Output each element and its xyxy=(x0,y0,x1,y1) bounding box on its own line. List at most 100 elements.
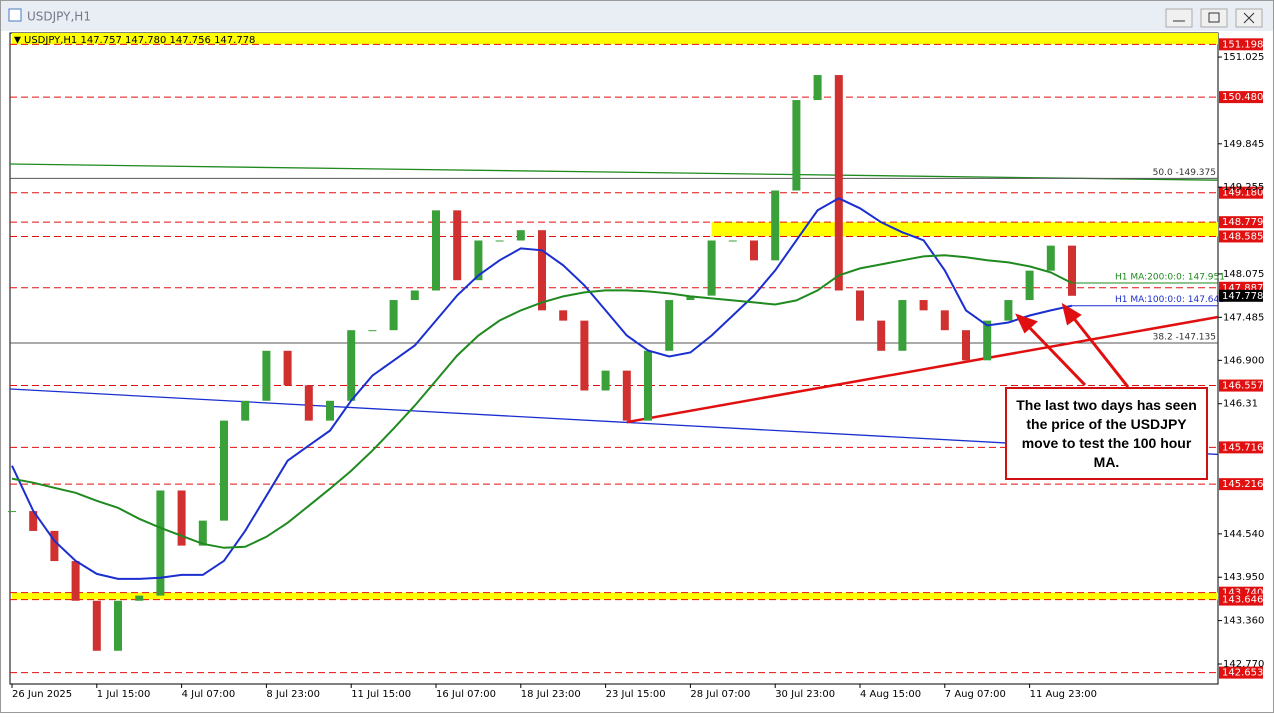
candle xyxy=(326,400,334,421)
candle xyxy=(644,350,652,421)
candle xyxy=(601,370,610,391)
level-tag xyxy=(1219,379,1263,392)
candle xyxy=(516,230,525,241)
candle xyxy=(983,320,992,361)
level-label: 145.716 xyxy=(1222,442,1263,453)
level-tag xyxy=(1219,666,1263,679)
candle xyxy=(834,75,843,291)
candle xyxy=(347,330,356,401)
candle xyxy=(877,320,886,351)
arrow xyxy=(1070,315,1130,388)
annotation: The last two days has seen the price of … xyxy=(1005,387,1208,480)
ma-line xyxy=(11,254,1073,549)
title-bar xyxy=(1,1,1273,31)
candle xyxy=(707,240,716,296)
level-label: 145.216 xyxy=(1222,479,1263,490)
level-label: 149.180 xyxy=(1222,188,1263,199)
level-tag xyxy=(1219,38,1263,51)
x-tick-label: 4 Jul 07:00 xyxy=(182,689,236,700)
price-tag xyxy=(1219,289,1263,302)
x-tick-label: 30 Jul 23:00 xyxy=(775,689,835,700)
x-tick-label: 28 Jul 07:00 xyxy=(690,689,750,700)
candle xyxy=(432,210,440,291)
candle xyxy=(283,350,292,386)
level-label: 142.653 xyxy=(1222,668,1263,679)
y-tick-label: 148.075 xyxy=(1223,269,1264,280)
candle xyxy=(71,561,80,601)
level-tag xyxy=(1219,216,1263,229)
x-tick-label: 1 Jul 15:00 xyxy=(97,689,151,700)
x-tick-label: 4 Aug 15:00 xyxy=(860,689,921,700)
candle xyxy=(495,240,504,242)
candle xyxy=(50,530,59,562)
long-ma xyxy=(9,163,1219,181)
level-label: 143.646 xyxy=(1222,595,1263,606)
candle xyxy=(1004,300,1013,321)
candle xyxy=(8,511,16,513)
y-tick-label: 151.025 xyxy=(1223,52,1264,63)
ma-line xyxy=(11,197,1073,580)
minimize-button[interactable] xyxy=(1165,8,1193,28)
candle xyxy=(220,420,228,521)
fib-label: 50.0 -149.375 xyxy=(1153,168,1216,178)
y-tick-label: 147.485 xyxy=(1223,312,1264,323)
level-label: 150.480 xyxy=(1222,92,1263,103)
candle xyxy=(389,300,398,331)
level-tag xyxy=(1219,441,1263,454)
trendline xyxy=(626,315,1219,424)
y-tick-label: 149.255 xyxy=(1223,182,1264,193)
candle xyxy=(665,300,674,351)
x-tick-label: 16 Jul 07:00 xyxy=(436,689,496,700)
level-label: 143.740 xyxy=(1222,588,1263,599)
band xyxy=(711,222,1218,237)
arrows xyxy=(1015,302,1130,388)
level-tag xyxy=(1219,593,1263,606)
level-tag xyxy=(1219,91,1263,104)
maximize-button[interactable] xyxy=(1200,8,1228,28)
fib-label: 38.2 -147.135 xyxy=(1153,333,1216,343)
y-tick-label: 146.900 xyxy=(1223,355,1264,366)
candle xyxy=(474,240,483,281)
level-label: 147.887 xyxy=(1222,283,1263,294)
candle xyxy=(304,385,313,421)
arrowhead xyxy=(1015,313,1038,334)
x-tick-label: 18 Jul 23:00 xyxy=(521,689,581,700)
current-price: 147.778 xyxy=(1222,291,1263,302)
candle xyxy=(622,370,631,421)
candle xyxy=(919,300,928,311)
level-tag xyxy=(1219,478,1263,491)
candle xyxy=(92,600,101,651)
x-tick-label: 8 Jul 23:00 xyxy=(266,689,320,700)
candle xyxy=(368,330,377,332)
y-tick-label: 143.950 xyxy=(1223,572,1264,583)
maximize-icon xyxy=(1208,12,1220,23)
candle xyxy=(29,511,38,531)
window-title: USDJPY,H1 xyxy=(27,10,91,24)
candle xyxy=(198,520,207,546)
candle xyxy=(262,350,271,401)
arrowhead xyxy=(1061,302,1082,326)
ma-label: H1 MA:200:0:0: 147.951 xyxy=(1115,273,1225,283)
x-tick-label: 23 Jul 15:00 xyxy=(606,689,666,700)
candle xyxy=(962,330,970,361)
candle xyxy=(241,400,250,421)
x-tick-label: 7 Aug 07:00 xyxy=(945,689,1006,700)
x-tick-label: 11 Aug 23:00 xyxy=(1030,689,1097,700)
candle xyxy=(940,310,949,331)
level-label: 148.779 xyxy=(1222,217,1263,228)
level-label: 148.585 xyxy=(1222,231,1263,242)
arrow xyxy=(1026,324,1087,387)
y-tick-label: 149.845 xyxy=(1223,139,1264,150)
band xyxy=(12,33,1218,45)
candle xyxy=(750,240,758,261)
ma-label: H1 MA:100:0:0: 147.643 xyxy=(1115,295,1225,305)
y-tick-label: 146.31 xyxy=(1223,399,1258,410)
candle xyxy=(453,210,462,281)
candle xyxy=(135,595,144,601)
candle xyxy=(538,230,546,311)
triangle: ▼ xyxy=(14,36,21,46)
candle xyxy=(114,600,122,651)
window-icon xyxy=(8,8,22,22)
